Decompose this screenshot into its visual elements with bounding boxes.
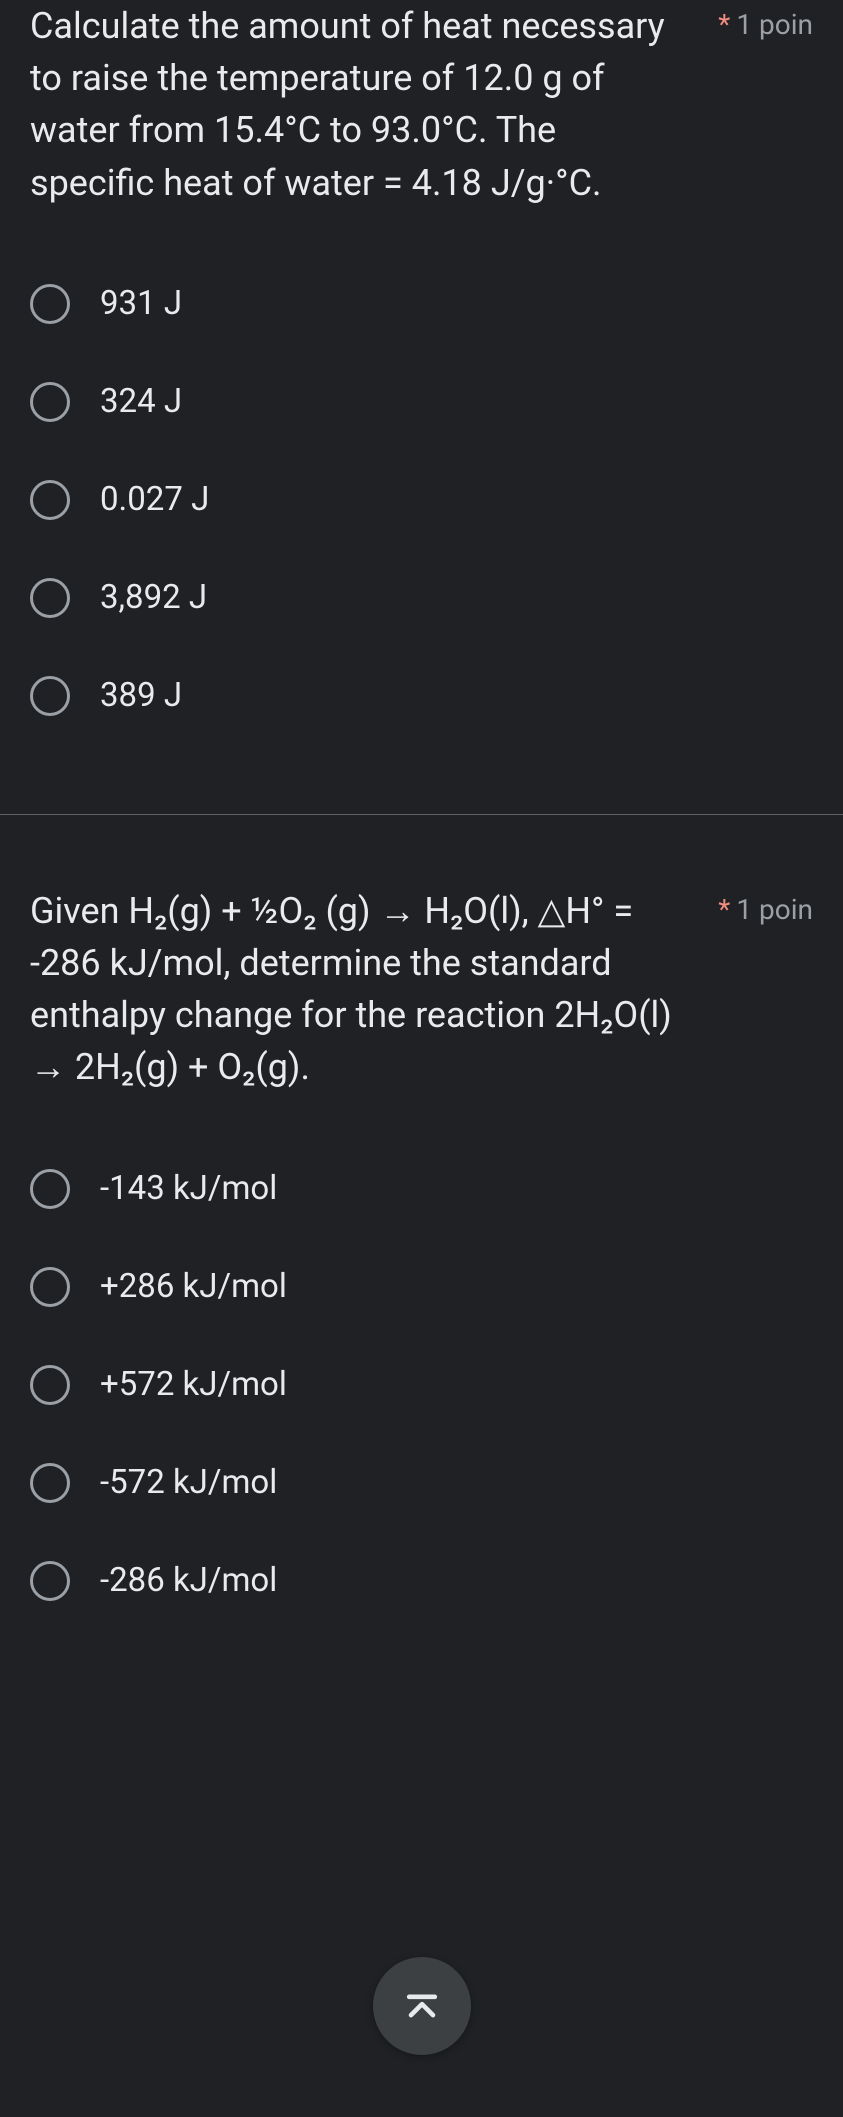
option-row[interactable]: 931 J — [30, 264, 813, 344]
option-row[interactable]: 0.027 J — [30, 460, 813, 540]
option-row[interactable]: 324 J — [30, 362, 813, 442]
required-asterisk: * — [718, 893, 730, 926]
chevron-up-bar-icon — [400, 1984, 444, 2028]
points-value: 1 poin — [736, 893, 813, 926]
option-row[interactable]: +286 kJ/mol — [30, 1247, 813, 1327]
option-row[interactable]: -572 kJ/mol — [30, 1443, 813, 1523]
option-label: -572 kJ/mol — [100, 1463, 277, 1502]
option-label: 0.027 J — [100, 480, 209, 519]
option-label: 324 J — [100, 382, 182, 421]
scroll-top-button[interactable] — [373, 1957, 471, 2055]
option-row[interactable]: 389 J — [30, 656, 813, 736]
question-header: Calculate the amount of heat necessary t… — [30, 0, 813, 209]
radio-icon[interactable] — [30, 480, 70, 520]
option-label: 3,892 J — [100, 578, 207, 617]
radio-icon[interactable] — [30, 1463, 70, 1503]
question-block-2: Given H₂(g) + ½O₂ (g) → H₂O(l), △H° = -2… — [0, 814, 843, 1699]
option-row[interactable]: +572 kJ/mol — [30, 1345, 813, 1425]
options-container: 931 J 324 J 0.027 J 3,892 J 389 J — [30, 264, 813, 736]
option-label: +286 kJ/mol — [100, 1267, 287, 1306]
option-row[interactable]: -143 kJ/mol — [30, 1149, 813, 1229]
option-label: 389 J — [100, 676, 182, 715]
radio-icon[interactable] — [30, 1561, 70, 1601]
radio-icon[interactable] — [30, 1169, 70, 1209]
question-header: Given H₂(g) + ½O₂ (g) → H₂O(l), △H° = -2… — [30, 885, 813, 1094]
required-asterisk: * — [718, 8, 730, 41]
radio-icon[interactable] — [30, 578, 70, 618]
option-label: 931 J — [100, 284, 182, 323]
radio-icon[interactable] — [30, 382, 70, 422]
option-row[interactable]: -286 kJ/mol — [30, 1541, 813, 1621]
question-block-1: Calculate the amount of heat necessary t… — [0, 0, 843, 814]
option-row[interactable]: 3,892 J — [30, 558, 813, 638]
options-container: -143 kJ/mol +286 kJ/mol +572 kJ/mol -572… — [30, 1149, 813, 1621]
option-label: -143 kJ/mol — [100, 1169, 277, 1208]
radio-icon[interactable] — [30, 676, 70, 716]
points-label: *1 poin — [718, 893, 813, 926]
radio-icon[interactable] — [30, 284, 70, 324]
points-value: 1 poin — [736, 8, 813, 41]
points-label: *1 poin — [718, 8, 813, 41]
radio-icon[interactable] — [30, 1267, 70, 1307]
question-text: Calculate the amount of heat necessary t… — [30, 0, 698, 209]
question-text: Given H₂(g) + ½O₂ (g) → H₂O(l), △H° = -2… — [30, 885, 698, 1094]
option-label: -286 kJ/mol — [100, 1561, 277, 1600]
option-label: +572 kJ/mol — [100, 1365, 287, 1404]
radio-icon[interactable] — [30, 1365, 70, 1405]
